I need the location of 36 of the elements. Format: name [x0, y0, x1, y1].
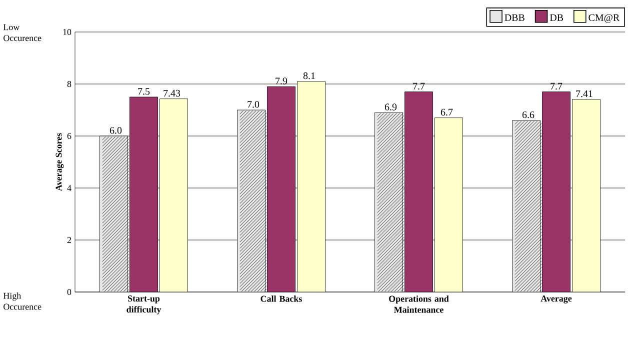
y-tick-label: 10	[63, 28, 72, 36]
legend-label: DB	[550, 14, 564, 21]
data-label: 7.5	[138, 88, 150, 95]
data-label: 7.43	[164, 90, 180, 97]
y-tick-label: 2	[67, 237, 71, 243]
y-tick-label: 8	[67, 80, 72, 88]
legend-label: DBB	[504, 14, 524, 21]
bar	[434, 118, 463, 292]
x-tick-label: Average	[540, 296, 572, 304]
bar	[267, 86, 296, 292]
bar	[160, 98, 188, 292]
legend-label: CM@R	[588, 14, 620, 23]
text: High Occurence	[3, 292, 42, 310]
data-label: 7.7	[550, 82, 562, 90]
bar	[130, 96, 158, 292]
y-axis-title: Average Scores	[56, 133, 64, 191]
data-label: 6.0	[110, 127, 122, 134]
data-label: 7.0	[248, 101, 260, 108]
data-label: 6.7	[440, 108, 453, 116]
y-tick-label: 4	[67, 185, 72, 191]
data-label: 6.6	[522, 111, 534, 118]
bar	[572, 99, 600, 292]
data-label: 8.1	[303, 72, 315, 80]
y-tick-label: 6	[67, 132, 72, 140]
x-tick-label: Start-up difficulty	[126, 296, 162, 314]
x-tick-label: Operations and Maintenance	[389, 296, 449, 313]
text: Low Occurence	[3, 24, 42, 42]
bar	[404, 92, 433, 292]
x-tick-label: Call Backs	[260, 296, 302, 302]
data-label: 7.9	[276, 78, 288, 84]
data-label: 7.7	[413, 82, 425, 90]
data-label: 6.9	[384, 104, 397, 110]
data-label: 7.41	[576, 90, 592, 98]
bar	[542, 92, 570, 292]
bar	[297, 81, 326, 292]
y-tick-label: 0	[67, 288, 72, 296]
